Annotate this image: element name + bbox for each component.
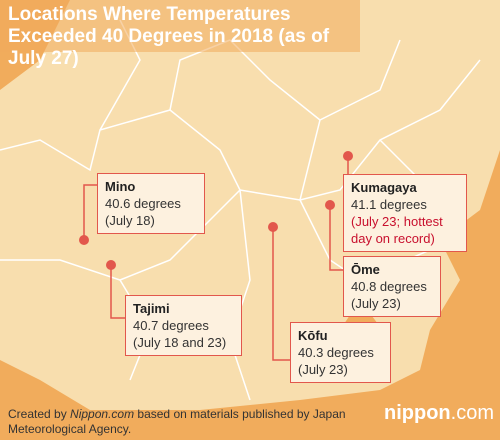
date: (July 23; hottest day on record) [351,214,443,246]
logo-suffix: .com [450,402,494,424]
location-name: Mino [105,179,136,194]
temperature: 40.3 degrees [298,345,374,360]
callout: Kumagaya 41.1 degrees (July 23; hottest da… [343,174,467,252]
temperature: 40.8 degrees [351,279,427,294]
date: (July 23) [351,296,401,311]
location-name: Ōme [351,262,380,277]
callout: Kōfu 40.3 degrees (July 23) [290,322,391,383]
date: (July 18) [105,213,155,228]
footer-text: Created by [8,407,71,421]
footer-text: based on materials published by Japan Me… [8,407,346,436]
callout: Ōme 40.8 degrees (July 23) [343,256,441,317]
logo: nippon.com [384,402,494,425]
footer: Created by Nippon.com based on materials… [8,407,368,437]
location-dots [79,151,353,270]
temperature: 41.1 degrees [351,197,427,212]
footer-source: Nippon.com [70,407,135,421]
location-name: Kōfu [298,328,328,343]
temperature: 40.7 degrees [133,318,209,333]
date: (July 18 and 23) [133,335,227,350]
callout: Tajimi 40.7 degrees (July 18 and 23) [125,295,242,356]
callout: Mino 40.6 degrees (July 18) [97,173,205,234]
date: (July 23) [298,362,348,377]
title-band [0,0,360,52]
title: Locations Where Temperatures Exceeded 40… [8,4,330,69]
location-name: Kumagaya [351,180,417,195]
temperature: 40.6 degrees [105,196,181,211]
logo-name: nippon [384,402,451,424]
location-name: Tajimi [133,301,170,316]
leader-lines [83,156,349,361]
